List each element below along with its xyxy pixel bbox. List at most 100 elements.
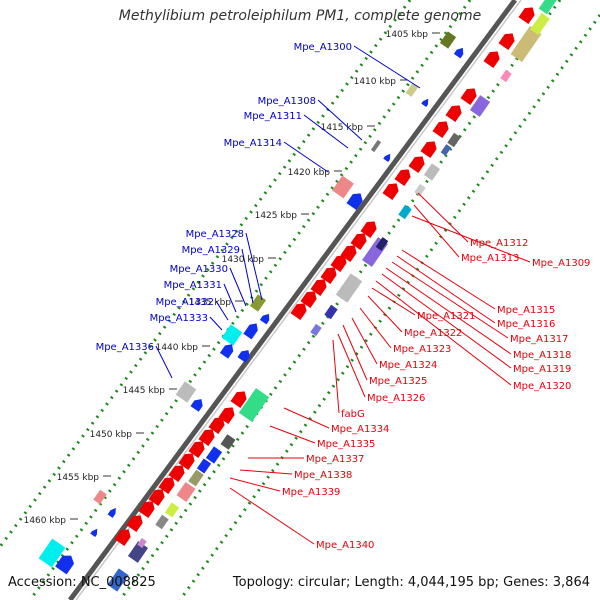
gene-feature-red-shape — [420, 141, 437, 158]
gene-feature-blue — [219, 344, 234, 359]
right-gene-label: Mpe_A1337 — [306, 454, 364, 465]
outer-left-guide — [0, 0, 412, 550]
gene-feature-blue-shape — [453, 47, 464, 59]
right-label-leader — [417, 192, 469, 243]
gene-feature-lavender-shape — [310, 323, 322, 337]
right-label-leader — [411, 215, 531, 263]
gene-feature-navy-shape — [324, 304, 338, 320]
gene-feature-lightgrey-shape — [414, 183, 426, 197]
right-label-leader — [396, 255, 496, 324]
left-label-leader — [245, 232, 263, 301]
left-gene-label: Mpe_A1330 — [170, 264, 228, 275]
accession-text: Accession: NC_008825 — [8, 575, 156, 590]
gene-feature-blue — [346, 193, 363, 210]
right-gene-label: Mpe_A1325 — [369, 376, 427, 387]
gene-feature-pink — [332, 175, 354, 199]
gene-feature-steel-shape — [107, 568, 129, 592]
gene-feature-teal — [398, 204, 412, 220]
right-label-leader — [401, 249, 496, 310]
gene-feature-khaki — [510, 26, 542, 62]
right-gene-label: Mpe_A1326 — [367, 393, 425, 404]
right-gene-label: Mpe_A1313 — [461, 253, 519, 264]
right-gene-labels: Mpe_A1312 Mpe_A1313 Mpe_A1309 Mpe_A1315 Mpe_… — [229, 192, 590, 551]
gene-feature-red — [408, 156, 425, 173]
gene-feature-steel — [440, 144, 452, 156]
kbp-tick-label: 1460 kbp — [24, 516, 67, 526]
gene-feature-khaki-shape — [405, 83, 419, 97]
gene-feature-pink — [176, 482, 196, 502]
left-gene-label: Mpe_A1314 — [224, 138, 282, 149]
right-gene-label: Mpe_A1334 — [331, 424, 389, 435]
gene-feature-red-shape — [230, 391, 247, 408]
left-label-leader — [303, 114, 349, 149]
gene-feature-green — [238, 388, 270, 422]
left-label-leader — [155, 345, 173, 379]
right-gene-label: Mpe_A1339 — [282, 487, 340, 498]
left-label-leader — [209, 316, 223, 331]
left-gene-label: Mpe_A1300 — [294, 42, 352, 53]
gene-feature-blue — [421, 98, 429, 107]
genome-backbone — [67, 0, 522, 600]
left-gene-label: Mpe_A1308 — [258, 96, 316, 107]
gene-feature-blue — [190, 399, 203, 412]
gene-feature-blue — [196, 458, 212, 474]
kbp-tick-label: 1430 kbp — [222, 255, 265, 265]
right-gene-label: Mpe_A1319 — [513, 364, 571, 375]
gene-feature-grey-shape — [423, 163, 441, 181]
gene-feature-steel-shape — [440, 144, 452, 156]
gene-feature-darkgrey — [220, 434, 236, 450]
gene-feature-red-shape — [394, 169, 411, 186]
gene-feature-cyan — [38, 538, 66, 568]
right-label-leader — [239, 469, 293, 475]
left-label-leader — [283, 141, 329, 173]
gene-feature-blue-shape — [421, 98, 429, 107]
kbp-tick-label: 1425 kbp — [255, 211, 298, 221]
gene-feature-pink-shape — [500, 69, 512, 83]
gene-feature-red-shape — [126, 515, 143, 532]
right-label-leader — [381, 273, 512, 369]
left-label-leader — [317, 99, 363, 141]
gene-feature-grey-shape — [175, 381, 197, 403]
gene-feature-darkgrey — [447, 132, 461, 148]
gene-feature-pink-shape — [332, 175, 354, 199]
gene-feature-navy — [324, 304, 338, 320]
gene-features — [38, 0, 558, 592]
gene-feature-blue-shape — [243, 323, 258, 340]
right-gene-label: Mpe_A1316 — [497, 319, 555, 330]
left-label-leader — [215, 300, 229, 321]
right-gene-label: Mpe_A1321 — [417, 311, 475, 322]
gene-feature-olive-shape — [188, 469, 204, 487]
gene-feature-red-shape — [483, 51, 500, 68]
gene-feature-cyan — [221, 324, 243, 346]
gene-feature-green-shape — [538, 0, 558, 15]
right-gene-label: Mpe_A1312 — [470, 238, 528, 249]
left-gene-label: Mpe_A1333 — [150, 313, 208, 324]
kbp-tick-label: 1405 kbp — [386, 30, 429, 40]
gene-feature-navy-shape — [375, 237, 389, 251]
kbp-tick-label: 1410 kbp — [354, 77, 397, 87]
right-label-leader — [371, 287, 416, 316]
right-gene-label: Mpe_A1335 — [317, 439, 375, 450]
right-gene-label: fabG — [341, 409, 365, 420]
gene-feature-grey-shape — [370, 139, 382, 153]
kbp-tick-label: 1445 kbp — [123, 386, 166, 396]
gene-feature-green-shape — [238, 388, 270, 422]
right-gene-label: Mpe_A1340 — [316, 540, 374, 551]
left-label-leader — [353, 45, 421, 89]
gene-feature-red — [420, 141, 437, 158]
gene-feature-blue — [90, 528, 98, 537]
gene-feature-grey — [175, 381, 197, 403]
inner-left-guide — [28, 0, 472, 600]
kbp-tick-label: 1420 kbp — [288, 168, 331, 178]
right-label-leader — [332, 339, 340, 414]
gene-feature-olive — [188, 469, 204, 487]
map-title: Methylibium petroleiphilum PM1, complete… — [118, 8, 482, 24]
kbp-tick-label: 1455 kbp — [57, 473, 100, 483]
gene-feature-olive-shape — [439, 31, 457, 49]
gene-feature-red — [138, 501, 155, 518]
gene-feature-grey — [423, 163, 441, 181]
gene-feature-red — [432, 121, 449, 138]
left-gene-label: Mpe_A1332 — [156, 297, 214, 308]
right-label-leader — [385, 267, 512, 355]
